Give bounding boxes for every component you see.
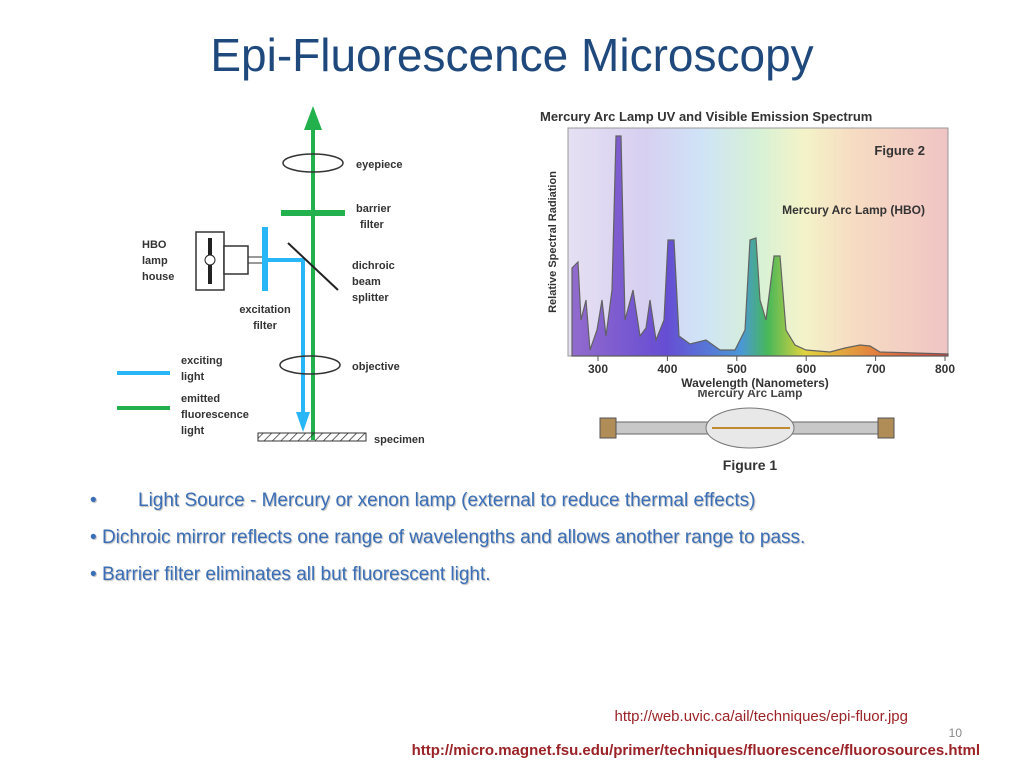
diagram-label: light: [181, 425, 205, 437]
excitation-path: [265, 258, 305, 415]
objective-lens: [279, 355, 341, 375]
barrier-filter: [281, 210, 345, 216]
arrowhead: [296, 412, 310, 432]
figure-label: Figure 2: [874, 143, 925, 158]
spectrum-curve: [571, 135, 949, 357]
slide-title: Epi-Fluorescence Microscopy: [210, 29, 814, 81]
bullet: • Dichroic mirror reflects one range of …: [90, 519, 940, 556]
diagram-label: HBO: [142, 239, 167, 251]
diagram-label: dichroic: [352, 260, 395, 272]
spectrum-figure: Mercury Arc Lamp UV and Visible Emission…: [540, 109, 955, 400]
diagram-label: lamp: [142, 255, 168, 267]
diagram-label: objective: [352, 361, 400, 373]
diagram-label: excitation: [239, 304, 291, 316]
diagram-label: splitter: [352, 292, 389, 304]
lamp-stem: [611, 421, 709, 435]
diagram-label: eyepiece: [356, 159, 402, 171]
diagram-label: filter: [253, 320, 278, 332]
diagram: eyepiece barrier filter HBO lamp house d…: [117, 106, 425, 446]
x-tick-label: 500: [727, 362, 747, 376]
bullet: • Barrier filter eliminates all but fluo…: [90, 556, 940, 593]
diagram-label: exciting: [181, 355, 223, 367]
lamp-figure: Figure 1: [599, 407, 895, 473]
excitation-filter: [262, 227, 268, 291]
label-backing: [660, 376, 840, 390]
bullet-text: Light Source - Mercury or xenon lamp (ex…: [138, 490, 756, 511]
diagram-label: filter: [360, 219, 385, 231]
x-axis-label: Wavelength (Nanometers): [681, 376, 829, 390]
bullet-marker: •: [90, 490, 97, 511]
bullet-list: • Light Source - Mercury or xenon lamp (e…: [90, 482, 940, 593]
y-axis-label: Relative Spectral Radiation: [547, 171, 559, 313]
eyepiece-lens: [282, 153, 344, 173]
arrowhead: [304, 106, 322, 130]
x-tick-label: 700: [866, 362, 886, 376]
x-tick-label: 400: [657, 362, 677, 376]
spectrum-title: Mercury Arc Lamp UV and Visible Emission…: [540, 109, 872, 124]
diagram-label: emitted: [181, 393, 220, 405]
x-tick-label: 600: [796, 362, 816, 376]
lamp-cap: [599, 417, 617, 439]
diagram-label: light: [181, 371, 205, 383]
lamp-stem: [791, 421, 883, 435]
specimen-stage: [257, 432, 367, 442]
bullet: • Light Source - Mercury or xenon lamp (e…: [90, 482, 940, 519]
source-link[interactable]: http://web.uvic.ca/ail/techniques/epi-fl…: [614, 708, 908, 725]
bullet-marker: •: [90, 564, 97, 585]
lamp-bulb: [204, 254, 216, 266]
bullet-text: Dichroic mirror reflects one range of wa…: [101, 527, 806, 548]
diagram-label: barrier: [356, 203, 392, 215]
bullet-marker: •: [90, 527, 97, 548]
figure-caption: Figure 1: [723, 457, 778, 473]
dichroic-mirror: [287, 242, 339, 291]
source-link[interactable]: http://micro.magnet.fsu.edu/primer/techn…: [411, 742, 980, 759]
diagram-label: beam: [352, 276, 381, 288]
page-number: 10: [948, 726, 962, 740]
lamp-housing: [223, 245, 249, 275]
x-tick-label: 800: [935, 362, 955, 376]
annotation: Mercury Arc Lamp (HBO): [782, 203, 925, 217]
diagram-label: specimen: [374, 434, 425, 446]
diagram-label: house: [142, 271, 174, 283]
diagram-label: fluorescence: [181, 409, 249, 421]
lamp-cap: [877, 417, 895, 439]
x-tick-label: 300: [588, 362, 608, 376]
bullet-text: Barrier filter eliminates all but fluore…: [101, 564, 491, 585]
